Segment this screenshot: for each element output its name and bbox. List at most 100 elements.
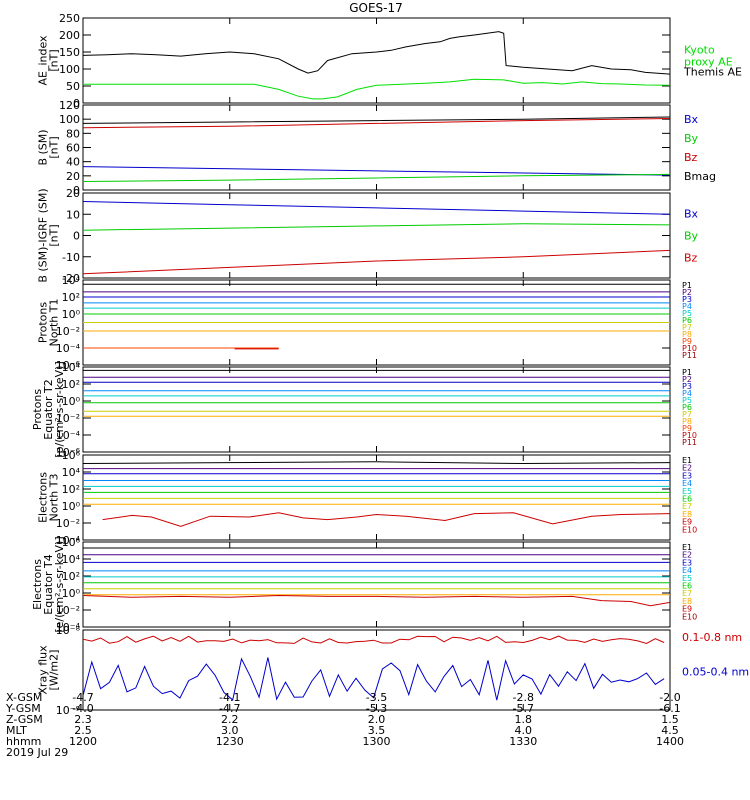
legend-label-line: Bx xyxy=(684,113,699,126)
y-tick-label: 10⁻² xyxy=(56,604,80,617)
legend-label: E8 xyxy=(682,597,692,606)
legend-label: Themis AE xyxy=(683,66,742,79)
legend-label-line: Themis AE xyxy=(683,66,742,79)
axis-row-value: 2.2 xyxy=(221,713,239,726)
legend-label: P10 xyxy=(682,344,697,353)
y-axis-label-line: Xray flux xyxy=(37,645,50,695)
legend-label: E10 xyxy=(682,525,697,534)
time-axis-labels: X-GSM Y-GSM Z-GSM MLT hhmm 2019 Jul 29 xyxy=(5,691,68,759)
y-axis-label-line: [p/(cm²-s-sr-keV)] xyxy=(53,361,66,458)
y-axis-label-line: B (SM) xyxy=(37,129,50,165)
y-axis-label-line: Protons xyxy=(37,302,50,343)
y-tick-label: 10⁻² xyxy=(56,325,80,338)
axis-row-value: -4.7 xyxy=(72,691,93,704)
legend-label: E1 xyxy=(682,543,692,552)
date-label: 2019 Jul 29 xyxy=(6,746,68,759)
axis-row-value: 4.5 xyxy=(661,724,679,737)
y-axis-label-line: North T3 xyxy=(48,474,61,522)
panel-frame xyxy=(82,454,671,541)
legend-label: P4 xyxy=(682,389,692,398)
legend-label: Bx xyxy=(684,113,699,126)
axis-row-label: Y-GSM xyxy=(5,702,41,715)
legend-label: 0.1-0.8 nm xyxy=(682,631,742,644)
legend-label-line: E4 xyxy=(682,479,692,488)
legend-label: E9 xyxy=(682,605,692,614)
legend-label-line: 0.05-0.4 nm xyxy=(682,666,749,679)
y-tick-label: 10⁶ xyxy=(62,536,81,549)
legend-label-line: P5 xyxy=(682,396,692,405)
y-axis-label-line: Protons xyxy=(31,389,44,430)
legend-label: P2 xyxy=(682,375,692,384)
axis-row-value: 1.8 xyxy=(515,713,533,726)
legend-label-line: P5 xyxy=(682,309,692,318)
legend-label: Kyoto proxy AE xyxy=(684,44,733,69)
y-tick-label: 10⁻² xyxy=(56,412,80,425)
axis-row-value: 3.0 xyxy=(221,724,239,737)
legend-label: P11 xyxy=(682,351,697,360)
axis-row-value: 1.5 xyxy=(661,713,679,726)
legend-label-line: Bz xyxy=(684,151,698,164)
legend-label: P9 xyxy=(682,337,692,346)
legend-label-line: P2 xyxy=(682,288,692,297)
panel-8: 10⁻⁹ 10⁻⁸ Xray flux[W/m2] 0.1-0.8 nm 0.05-0.… xyxy=(37,624,750,717)
y-tick-label: 120 xyxy=(59,99,80,112)
series-line xyxy=(83,166,670,176)
axis-row-value: 4.0 xyxy=(515,724,533,737)
legend-label: P9 xyxy=(682,424,692,433)
legend-label-line: P11 xyxy=(682,438,697,447)
axis-row-value: -2.8 xyxy=(513,691,534,704)
legend-label: P1 xyxy=(682,281,692,290)
legend-label-line: By xyxy=(684,132,699,145)
legend-label: P3 xyxy=(682,382,692,391)
y-tick-label: 10² xyxy=(62,291,80,304)
axis-row-value: -4.1 xyxy=(219,691,240,704)
legend-label-line: P7 xyxy=(682,323,692,332)
legend-label-line: P8 xyxy=(682,417,692,426)
legend-label-line: 0.1-0.8 nm xyxy=(682,631,742,644)
series-line xyxy=(83,173,670,182)
panel-frame xyxy=(82,192,671,279)
axis-row-label: MLT xyxy=(6,724,27,737)
legend-label: E4 xyxy=(682,479,692,488)
legend-label: Bx xyxy=(684,208,699,221)
y-axis-label-line: [e/(cm²-s-sr-keV)] xyxy=(53,536,66,632)
legend-label: P3 xyxy=(682,295,692,304)
axis-row-value: -4.0 xyxy=(72,702,93,715)
legend-label: E2 xyxy=(682,464,692,473)
legend-label-line: E1 xyxy=(682,543,692,552)
axis-row-value: 2.5 xyxy=(74,724,92,737)
legend-label: P8 xyxy=(682,417,692,426)
legend-label-line: E4 xyxy=(682,566,692,575)
panel-frame xyxy=(82,17,671,104)
legend-label: E6 xyxy=(682,582,692,591)
series-line xyxy=(83,657,665,701)
legend-label: P1 xyxy=(682,368,692,377)
series-lines xyxy=(83,283,670,350)
y-tick-label: 10² xyxy=(62,570,80,583)
y-axis-label: ProtonsNorth T1 xyxy=(37,299,61,347)
series-lines xyxy=(83,116,670,182)
axis-row-value: -2.0 xyxy=(659,691,680,704)
legend-label: P5 xyxy=(682,309,692,318)
panel-frame xyxy=(82,104,671,191)
legend-label-line: E5 xyxy=(682,487,692,496)
axis-row-value: 1200 xyxy=(69,735,97,748)
legend-label: E8 xyxy=(682,510,692,519)
y-tick-label: 10⁰ xyxy=(62,308,81,321)
series-line xyxy=(83,249,670,275)
legend-label-line: E8 xyxy=(682,510,692,519)
legend-label: E3 xyxy=(682,471,692,480)
legend-label: P10 xyxy=(682,431,697,440)
legend-label: P5 xyxy=(682,396,692,405)
y-tick-label: 20 xyxy=(66,187,80,200)
axis-row-value: -5.7 xyxy=(513,702,534,715)
axis-row-value: -4.7 xyxy=(219,702,240,715)
legend-label-line: E3 xyxy=(682,558,692,567)
y-axis-label-line: [W/m2] xyxy=(48,650,61,691)
legend-label-line: E2 xyxy=(682,464,692,473)
y-tick-label: -10 xyxy=(62,251,80,264)
legend-label-line: Kyoto xyxy=(684,44,715,57)
